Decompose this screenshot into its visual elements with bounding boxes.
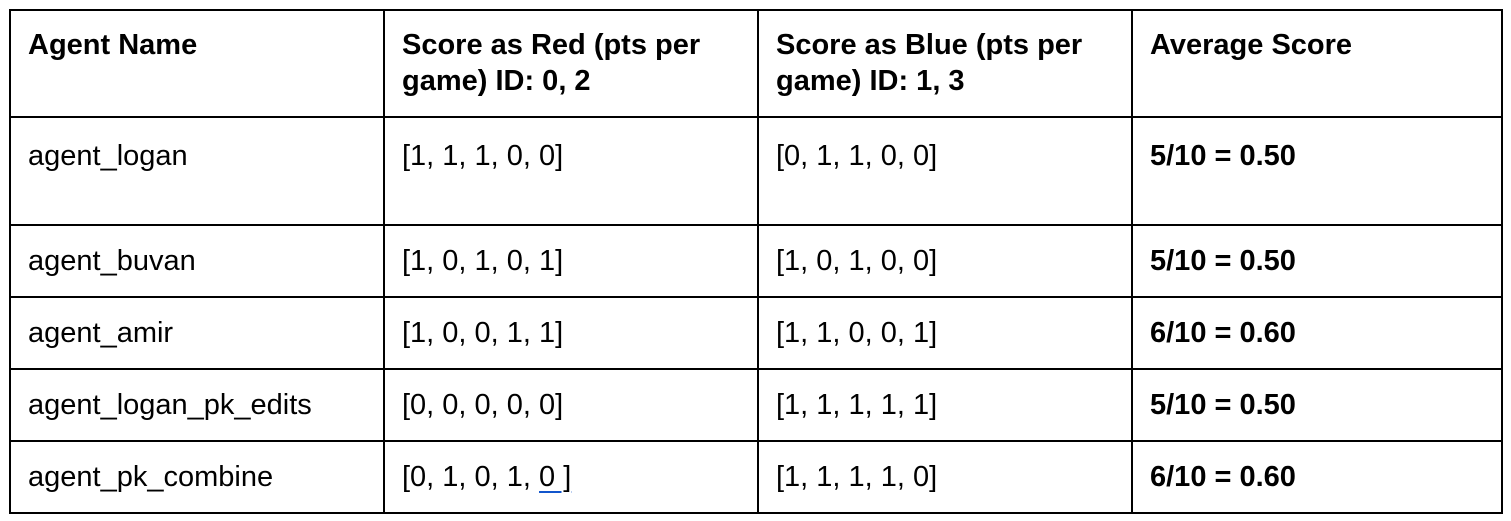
table-row: agent_buvan [1, 0, 1, 0, 1] [1, 0, 1, 0,… [9,224,1503,298]
table-row: agent_pk_combine [0, 1, 0, 1, 0 ] [1, 1,… [9,440,1503,514]
cell-score-blue: [1, 0, 1, 0, 0] [757,224,1133,298]
cell-average-score: 6/10 = 0.60 [1131,296,1503,370]
header-cell-score-red: Score as Red (pts per game) ID: 0, 2 [383,9,759,118]
score-red-text: [0, 1, 0, 1, [402,461,540,493]
average-score: 5/10 = 0.50 [1150,245,1296,277]
score-red: [0, 0, 0, 0, 0] [402,389,564,421]
table-row: agent_logan [1, 1, 1, 0, 0] [0, 1, 1, 0,… [9,116,1503,226]
cell-score-blue: [1, 1, 0, 0, 1] [757,296,1133,370]
header-score-blue: Score as Blue (pts per game) ID: 1, 3 [776,29,1083,97]
average-score: 6/10 = 0.60 [1150,461,1296,493]
cell-agent-name: agent_logan [9,116,385,226]
cell-score-red: [1, 0, 0, 1, 1] [383,296,759,370]
cell-agent-name: agent_pk_combine [9,440,385,514]
agent-name: agent_buvan [28,245,196,277]
score-blue: [1, 1, 1, 1, 0] [776,461,938,493]
score-blue: [1, 1, 0, 0, 1] [776,317,938,349]
cell-average-score: 5/10 = 0.50 [1131,116,1503,226]
cell-average-score: 5/10 = 0.50 [1131,368,1503,442]
table-header-row: Agent Name Score as Red (pts per game) I… [9,9,1503,118]
score-red: [0, 1, 0, 1, 0 ] [385,442,757,495]
header-cell-agent-name: Agent Name [9,9,385,118]
average-score: 5/10 = 0.50 [1150,140,1296,172]
header-cell-average-score: Average Score [1131,9,1503,118]
scores-table: Agent Name Score as Red (pts per game) I… [9,9,1503,514]
score-blue: [1, 1, 1, 1, 1] [776,389,938,421]
score-blue: [1, 0, 1, 0, 0] [776,245,938,277]
header-score-red: Score as Red (pts per game) ID: 0, 2 [402,29,701,97]
average-score: 5/10 = 0.50 [1150,389,1296,421]
score-red: [1, 1, 1, 0, 0] [402,140,564,172]
table-row: agent_logan_pk_edits [0, 0, 0, 0, 0] [1,… [9,368,1503,442]
agent-name: agent_amir [28,317,174,349]
table-row: agent_amir [1, 0, 0, 1, 1] [1, 1, 0, 0, … [9,296,1503,370]
score-red: [1, 0, 0, 1, 1] [402,317,564,349]
average-score: 6/10 = 0.60 [1150,317,1296,349]
header-average-score: Average Score [1150,29,1353,61]
cell-score-red: [0, 0, 0, 0, 0] [383,368,759,442]
header-cell-score-blue: Score as Blue (pts per game) ID: 1, 3 [757,9,1133,118]
cell-score-red: [1, 0, 1, 0, 1] [383,224,759,298]
cell-score-blue: [1, 1, 1, 1, 0] [757,440,1133,514]
agent-name: agent_pk_combine [28,461,274,493]
cell-agent-name: agent_amir [9,296,385,370]
score-blue: [0, 1, 1, 0, 0] [776,140,938,172]
cell-score-blue: [0, 1, 1, 0, 0] [757,116,1133,226]
score-red-link[interactable]: 0 ] [539,461,572,493]
cell-agent-name: agent_logan_pk_edits [9,368,385,442]
cell-score-red: [1, 1, 1, 0, 0] [383,116,759,226]
agent-name: agent_logan_pk_edits [28,389,312,421]
cell-score-red: [0, 1, 0, 1, 0 ] [383,440,759,514]
score-red: [1, 0, 1, 0, 1] [402,245,564,277]
agent-name: agent_logan [28,140,188,172]
cell-agent-name: agent_buvan [9,224,385,298]
cell-average-score: 5/10 = 0.50 [1131,224,1503,298]
cell-score-blue: [1, 1, 1, 1, 1] [757,368,1133,442]
header-agent-name: Agent Name [28,29,198,61]
cell-average-score: 6/10 = 0.60 [1131,440,1503,514]
